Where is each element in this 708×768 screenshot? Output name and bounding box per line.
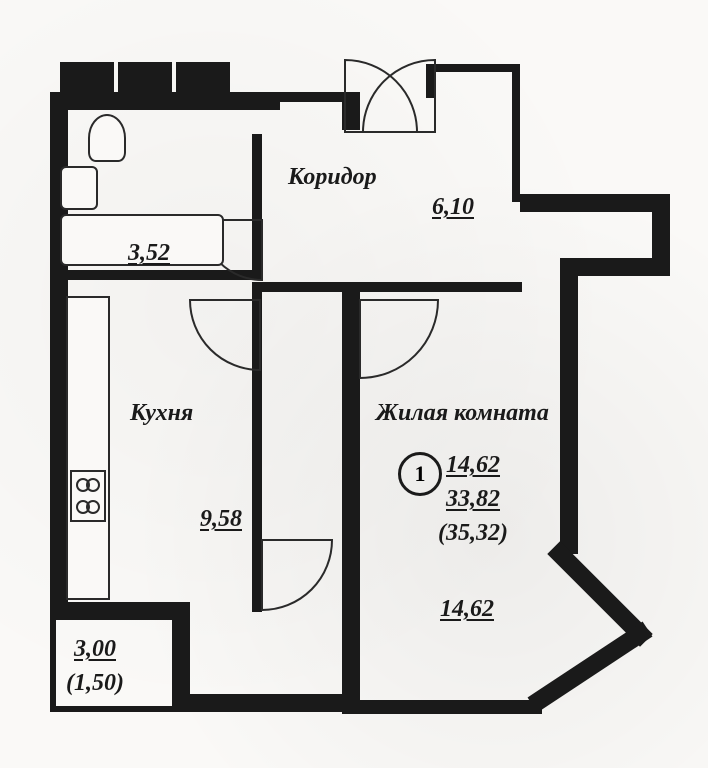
label: Коридор [288,164,377,191]
label: 3,00 [74,636,116,663]
unit-number: 1 [415,461,426,487]
fixture-counter [66,296,110,600]
label: (1,50) [66,670,124,697]
unit-number-marker: 1 [398,452,442,496]
label: 3,52 [128,240,170,267]
label: 6,10 [432,194,474,221]
floorplan: 1 Коридор 6,10 3,52 Кухня 9,58 Жилая комната 1… [0,0,708,768]
fixture-toilet [88,114,126,162]
fixture-sink [60,166,98,210]
label: 14,62 [446,452,500,479]
fixture-hob [70,470,106,522]
label: 14,62 [440,596,494,623]
label: 33,82 [446,486,500,513]
label: (35,32) [438,520,508,547]
label: Кухня [130,400,193,427]
label: Жилая комната [376,400,549,427]
label: 9,58 [200,506,242,533]
